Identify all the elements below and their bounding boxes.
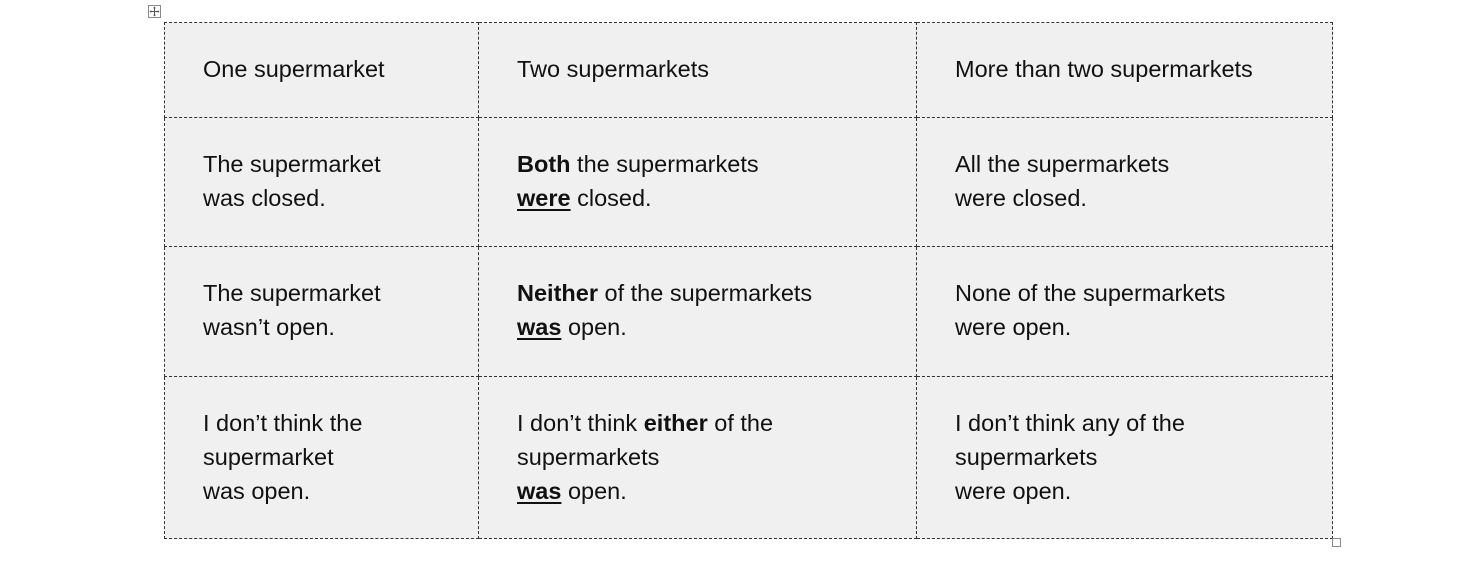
quantifier-bold: either <box>643 410 708 436</box>
cell-text-line: None of the supermarkets <box>955 280 1226 306</box>
header-cell-more[interactable]: More than two supermarkets <box>916 22 1333 118</box>
cell-text: closed. <box>570 185 652 211</box>
table-row: The supermarket was closed. Both the sup… <box>164 117 1333 247</box>
cell-text-line: All the supermarkets <box>955 151 1170 177</box>
cell-text-line: were open. <box>955 314 1072 340</box>
cell-text-line: The supermarket <box>203 151 381 177</box>
header-cell-one[interactable]: One supermarket <box>164 22 479 118</box>
cell-text: of the supermarkets <box>597 280 813 306</box>
cell-text-line: supermarket <box>203 444 334 470</box>
table-row: The supermarket wasn’t open. Neither of … <box>164 246 1333 377</box>
cell-text-line: I don’t think the <box>203 410 363 436</box>
cell-text-line: were closed. <box>955 185 1087 211</box>
quantifier-bold: Neither <box>517 280 598 306</box>
cell-text-line: wasn’t open. <box>203 314 335 340</box>
table-row: I don’t think the supermarket was open. … <box>164 376 1333 539</box>
verb-underlined: was <box>517 478 562 504</box>
cell-two[interactable]: I don’t think either of the supermarkets… <box>478 376 917 539</box>
cell-text-line: The supermarket <box>203 280 381 306</box>
header-more-text: More than two supermarkets <box>955 56 1253 82</box>
cell-two[interactable]: Both the supermarkets were closed. <box>478 117 917 247</box>
header-cell-two[interactable]: Two supermarkets <box>478 22 917 118</box>
cell-text: I don’t think <box>517 410 644 436</box>
table-move-icon[interactable] <box>148 5 161 18</box>
grammar-table: One supermarket Two supermarkets More th… <box>164 22 1333 539</box>
cell-text-line: was closed. <box>203 185 326 211</box>
table-resize-handle[interactable] <box>1332 538 1341 547</box>
cell-two[interactable]: Neither of the supermarkets was open. <box>478 246 917 377</box>
cell-text: of the <box>707 410 774 436</box>
cell-text: open. <box>561 478 627 504</box>
verb-underlined: was <box>517 314 562 340</box>
cell-text: open. <box>561 314 627 340</box>
cell-text-line: were open. <box>955 478 1072 504</box>
cell-text-line: supermarkets <box>955 444 1098 470</box>
cell-more[interactable]: None of the supermarkets were open. <box>916 246 1333 377</box>
cell-text-line: was open. <box>203 478 311 504</box>
cell-text-line: I don’t think any of the <box>955 410 1185 436</box>
header-two-text: Two supermarkets <box>517 56 709 82</box>
header-one-text: One supermarket <box>203 56 385 82</box>
cell-text-line: supermarkets <box>517 444 660 470</box>
table-header-row: One supermarket Two supermarkets More th… <box>164 22 1333 118</box>
cell-more[interactable]: I don’t think any of the supermarkets we… <box>916 376 1333 539</box>
verb-underlined: were <box>517 185 571 211</box>
quantifier-bold: Both <box>517 151 571 177</box>
cell-one[interactable]: The supermarket was closed. <box>164 117 479 247</box>
cell-one[interactable]: The supermarket wasn’t open. <box>164 246 479 377</box>
cell-more[interactable]: All the supermarkets were closed. <box>916 117 1333 247</box>
cell-text: the supermarkets <box>570 151 759 177</box>
cell-one[interactable]: I don’t think the supermarket was open. <box>164 376 479 539</box>
